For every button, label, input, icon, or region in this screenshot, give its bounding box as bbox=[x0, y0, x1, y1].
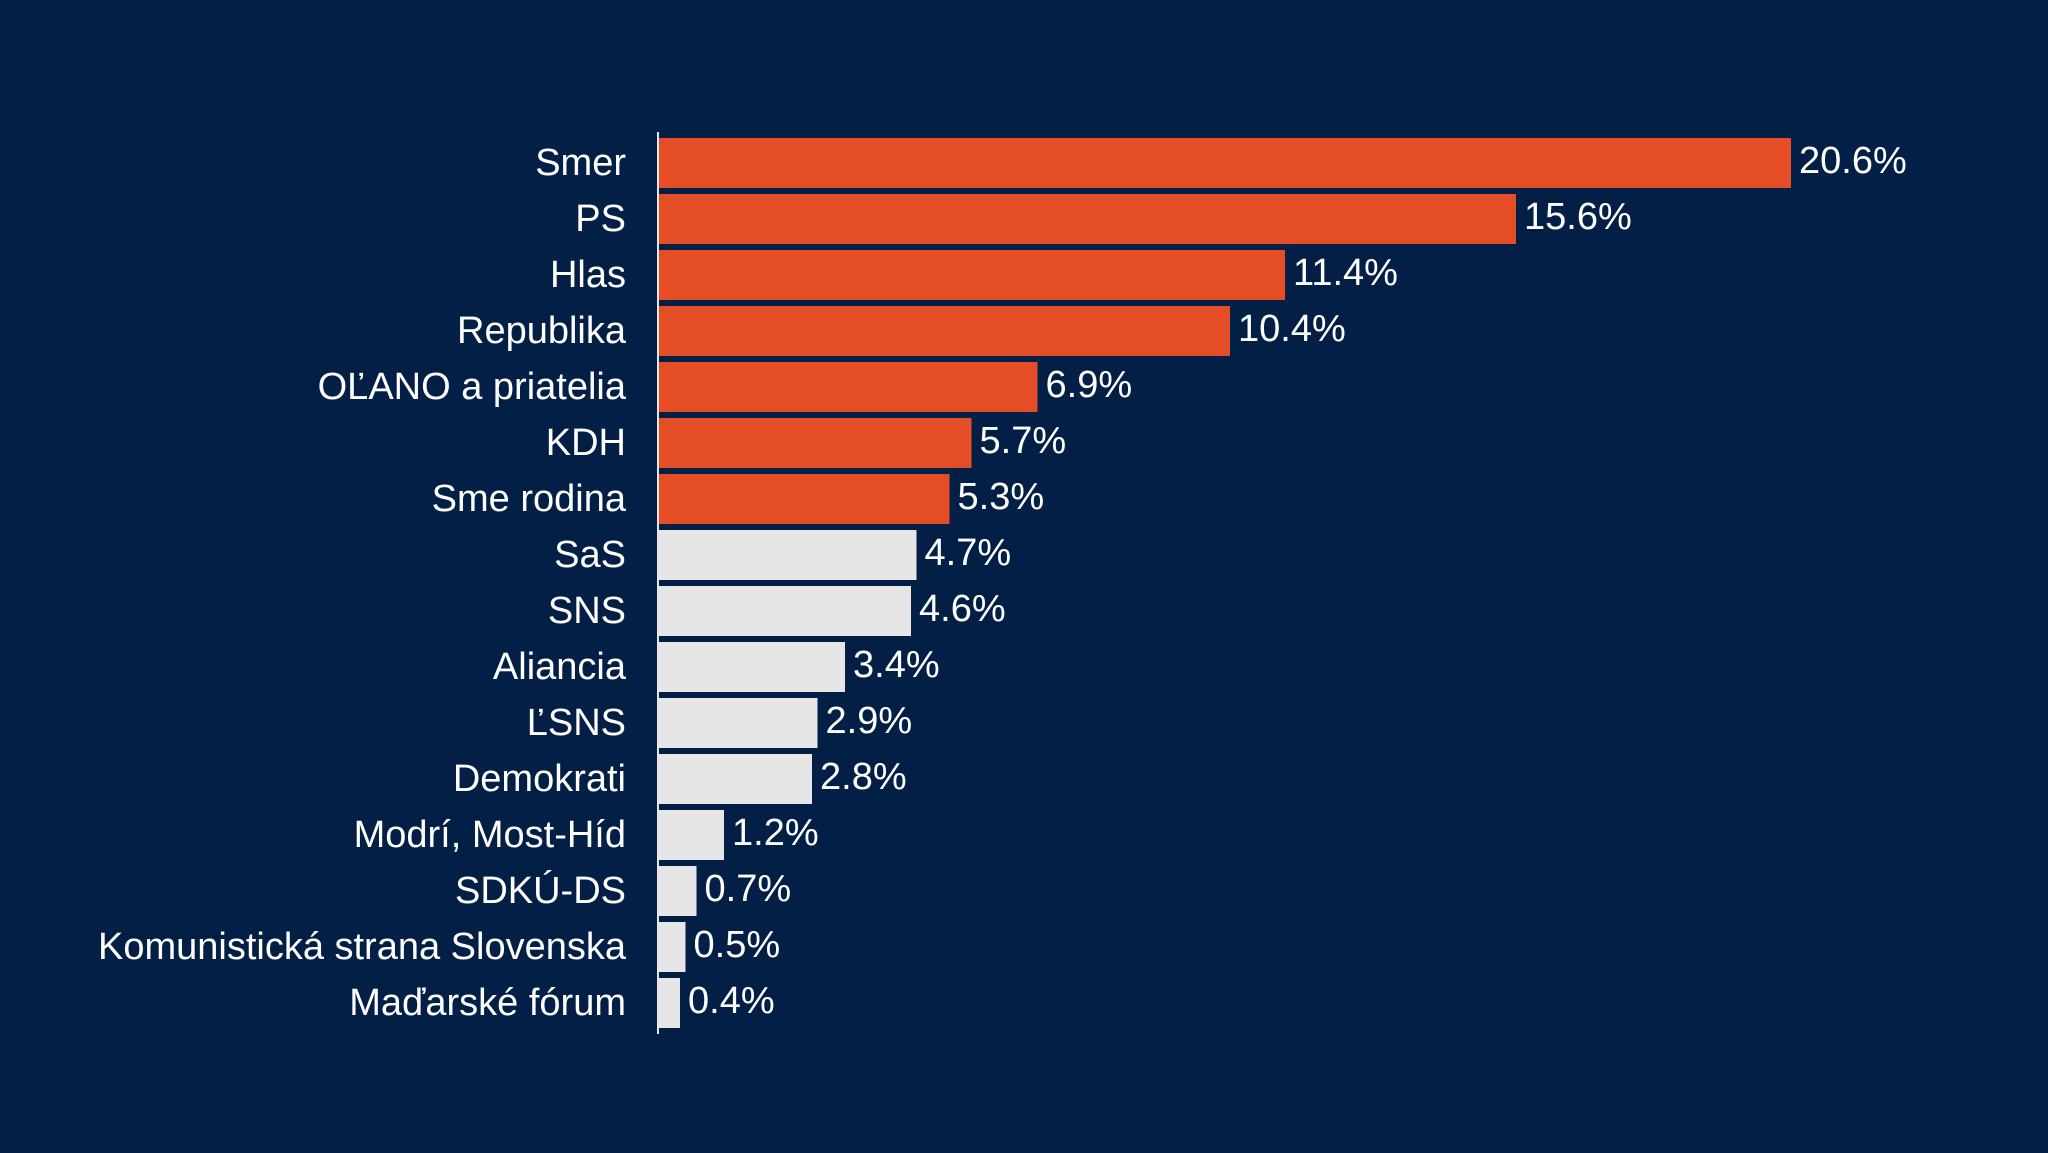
bar-1 bbox=[658, 194, 1516, 244]
bar-13 bbox=[658, 866, 697, 916]
bar-14 bbox=[658, 922, 686, 972]
bar-5 bbox=[658, 418, 972, 468]
value-label: 0.7% bbox=[705, 868, 792, 910]
bar-9 bbox=[658, 642, 845, 692]
category-label: Maďarské fórum bbox=[349, 982, 626, 1024]
value-label: 11.4% bbox=[1293, 252, 1398, 294]
value-label: 1.2% bbox=[732, 812, 819, 854]
category-label: KDH bbox=[546, 422, 626, 464]
value-label: 3.4% bbox=[853, 644, 940, 686]
category-label: SaS bbox=[554, 534, 626, 576]
category-label: ĽSNS bbox=[527, 702, 626, 744]
value-label: 20.6% bbox=[1799, 140, 1907, 182]
value-label: 0.5% bbox=[694, 924, 781, 966]
value-label: 15.6% bbox=[1524, 196, 1632, 238]
bar-4 bbox=[658, 362, 1038, 412]
bar-15 bbox=[658, 978, 680, 1028]
category-label: Modrí, Most-Híd bbox=[354, 814, 626, 856]
category-label: Smer bbox=[535, 142, 626, 184]
bar-2 bbox=[658, 250, 1285, 300]
category-label: Hlas bbox=[550, 254, 626, 296]
value-label: 2.8% bbox=[820, 756, 907, 798]
bar-7 bbox=[658, 530, 917, 580]
category-label: Komunistická strana Slovenska bbox=[98, 926, 627, 968]
value-labels-group: 20.6% 15.6% 11.4% 10.4% 6.9% 5.7% 5.3% 4.7% 4.6%… bbox=[688, 140, 1907, 1022]
category-label: OĽANO a priatelia bbox=[318, 366, 627, 408]
category-label: SNS bbox=[548, 590, 626, 632]
value-label: 5.3% bbox=[958, 476, 1045, 518]
value-label: 4.6% bbox=[919, 588, 1006, 630]
category-label: Demokrati bbox=[453, 758, 626, 800]
category-label: Aliancia bbox=[493, 646, 627, 688]
bars-group bbox=[658, 138, 1791, 1028]
bar-8 bbox=[658, 586, 911, 636]
category-label: SDKÚ-DS bbox=[455, 869, 626, 912]
value-label: 4.7% bbox=[925, 532, 1012, 574]
bar-0 bbox=[658, 138, 1791, 188]
category-label: Republika bbox=[457, 310, 627, 352]
bar-6 bbox=[658, 474, 950, 524]
value-label: 10.4% bbox=[1238, 308, 1346, 350]
bar-12 bbox=[658, 810, 724, 860]
bar-10 bbox=[658, 698, 818, 748]
bar-11 bbox=[658, 754, 812, 804]
value-label: 2.9% bbox=[826, 700, 913, 742]
value-label: 6.9% bbox=[1046, 364, 1133, 406]
category-label: Sme rodina bbox=[432, 478, 627, 520]
bar-3 bbox=[658, 306, 1230, 356]
value-label: 0.4% bbox=[688, 980, 775, 1022]
value-label: 5.7% bbox=[980, 420, 1067, 462]
category-labels-group: Smer PS Hlas Republika OĽANO a priatelia KDH S… bbox=[98, 142, 627, 1024]
category-label: PS bbox=[575, 198, 626, 240]
